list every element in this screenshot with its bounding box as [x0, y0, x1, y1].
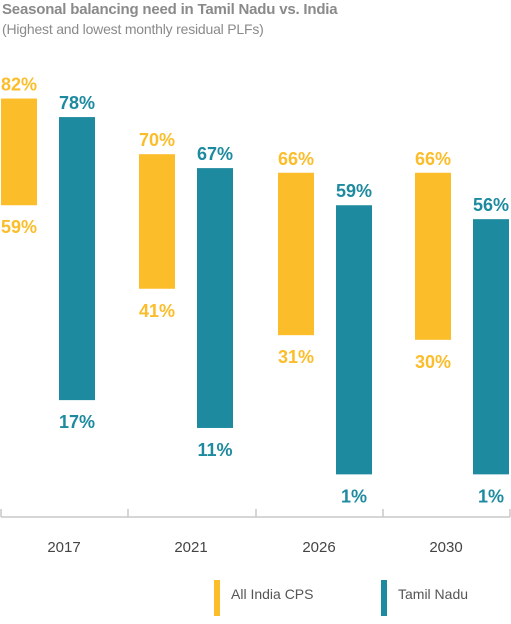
bar-tamil-nadu-2030 — [473, 219, 509, 475]
x-tick-label-2021: 2021 — [174, 539, 207, 556]
x-tick-label-2026: 2026 — [302, 539, 335, 556]
label-low-tamil-nadu-2026: 1% — [341, 486, 367, 506]
data-labels-layer: 82% 59% 78% 17% 70% 41% 67% 11% 66% 31% 59% 1% 66% 30… — [1, 75, 509, 507]
label-high-all-india-cps-2017: 82% — [1, 75, 37, 95]
bar-tamil-nadu-2017 — [59, 117, 95, 401]
bars-layer — [1, 98, 509, 475]
label-high-tamil-nadu-2017: 78% — [59, 93, 95, 113]
label-high-all-india-cps-2021: 70% — [139, 130, 175, 150]
label-low-all-india-cps-2021: 41% — [139, 301, 175, 321]
legend-label-all-india-cps: All India CPS — [231, 586, 313, 602]
bar-all-india-cps-2030 — [415, 172, 451, 340]
bar-tamil-nadu-2026 — [336, 205, 372, 475]
label-low-all-india-cps-2030: 30% — [415, 352, 451, 372]
legend-swatch-tamil-nadu — [381, 580, 387, 616]
bar-tamil-nadu-2021 — [197, 168, 233, 428]
x-axis: 2017 2021 2026 2030 — [0, 509, 511, 556]
label-low-tamil-nadu-2030: 1% — [478, 486, 504, 506]
label-high-tamil-nadu-2021: 67% — [197, 144, 233, 164]
label-high-tamil-nadu-2030: 56% — [473, 195, 509, 215]
bar-all-india-cps-2026 — [278, 172, 314, 336]
bar-all-india-cps-2017 — [1, 98, 37, 206]
label-high-all-india-cps-2030: 66% — [415, 149, 451, 169]
x-tick-label-2017: 2017 — [47, 539, 80, 556]
label-high-all-india-cps-2026: 66% — [278, 149, 314, 169]
legend: All India CPS Tamil Nadu — [214, 580, 468, 616]
label-high-tamil-nadu-2026: 59% — [336, 181, 372, 201]
label-low-tamil-nadu-2021: 11% — [197, 440, 232, 460]
label-low-all-india-cps-2026: 31% — [278, 347, 314, 367]
chart-subtitle: (Highest and lowest monthly residual PLF… — [2, 21, 264, 37]
legend-label-tamil-nadu: Tamil Nadu — [398, 586, 468, 602]
label-low-all-india-cps-2017: 59% — [1, 217, 37, 237]
label-low-tamil-nadu-2017: 17% — [59, 412, 95, 432]
legend-swatch-all-india-cps — [214, 580, 220, 616]
chart-title: Seasonal balancing need in Tamil Nadu vs… — [2, 1, 338, 18]
x-tick-label-2030: 2030 — [429, 539, 462, 556]
bar-all-india-cps-2021 — [139, 154, 175, 289]
